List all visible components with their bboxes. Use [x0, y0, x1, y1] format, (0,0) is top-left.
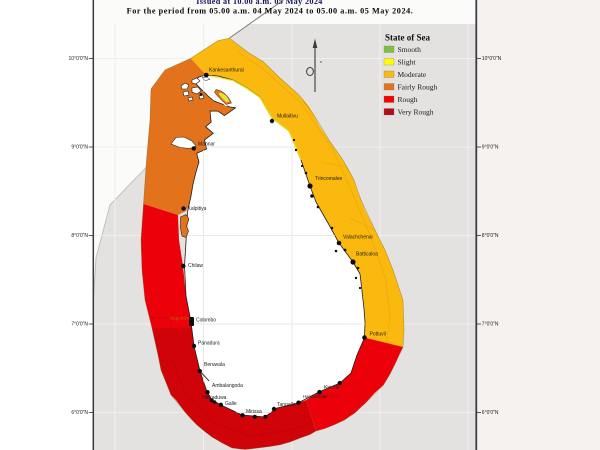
svg-text:8°0'0"N: 8°0'0"N	[71, 233, 88, 239]
svg-text:Ambalangoda: Ambalangoda	[212, 383, 243, 389]
svg-text:6°0'0"N: 6°0'0"N	[482, 410, 499, 416]
svg-text:7°0'0"N: 7°0'0"N	[482, 322, 499, 328]
svg-text:Fairly Rough: Fairly Rough	[398, 82, 438, 91]
svg-text:Panadura: Panadura	[198, 341, 220, 347]
svg-text:For the period from 05.00 a.m.: For the period from 05.00 a.m. 04 May 20…	[127, 6, 414, 15]
svg-text:Very Rough: Very Rough	[398, 107, 434, 116]
svg-text:Moderate: Moderate	[398, 70, 427, 79]
svg-text:Negombo: Negombo	[170, 316, 190, 321]
svg-text:10°0'0"N: 10°0'0"N	[482, 56, 502, 62]
svg-text:10°0'0"N: 10°0'0"N	[69, 56, 89, 62]
svg-text:Beruwala: Beruwala	[204, 362, 225, 368]
svg-text:Batticaloa: Batticaloa	[356, 252, 378, 258]
svg-text:Rough: Rough	[398, 95, 418, 104]
svg-text:Valachchenai: Valachchenai	[343, 235, 373, 241]
svg-text:Hikkaduwa: Hikkaduwa	[202, 395, 227, 401]
svg-text:9°0'0"N: 9°0'0"N	[482, 145, 499, 151]
svg-text:9°0'0"N: 9°0'0"N	[71, 145, 88, 151]
svg-text:Chilaw: Chilaw	[188, 263, 203, 269]
svg-text:Tangalle: Tangalle	[277, 402, 296, 408]
svg-text:Kankesanthurai: Kankesanthurai	[209, 68, 244, 74]
svg-text:Kalpitiya: Kalpitiya	[188, 206, 207, 212]
svg-text:6°0'0"N: 6°0'0"N	[71, 410, 88, 416]
svg-text:8°0'0"N: 8°0'0"N	[482, 233, 499, 239]
svg-text:Kirinda: Kirinda	[324, 385, 340, 391]
svg-text:State of Sea: State of Sea	[385, 33, 430, 43]
svg-text:Colombo: Colombo	[196, 318, 216, 324]
svg-text:Trincomalee: Trincomalee	[315, 176, 343, 182]
svg-text:Galle: Galle	[225, 401, 237, 407]
svg-text:Mullaitivu: Mullaitivu	[277, 114, 298, 120]
svg-text:Mannar: Mannar	[198, 142, 215, 148]
svg-text:Slight: Slight	[398, 57, 417, 66]
svg-text:Issued at 10.00 a.m. 05 May 20: Issued at 10.00 a.m. 05 May 2024	[196, 0, 323, 6]
svg-text:Hambantota: Hambantota	[303, 394, 327, 399]
svg-text:Mirissa: Mirissa	[246, 409, 262, 415]
svg-text:Kirinda: Kirinda	[326, 386, 341, 391]
svg-text:Smooth: Smooth	[398, 45, 422, 54]
svg-text:Kirinda: Kirinda	[326, 393, 341, 398]
svg-text:Pottuvil: Pottuvil	[370, 332, 386, 338]
svg-text:7°0'0"N: 7°0'0"N	[71, 322, 88, 328]
